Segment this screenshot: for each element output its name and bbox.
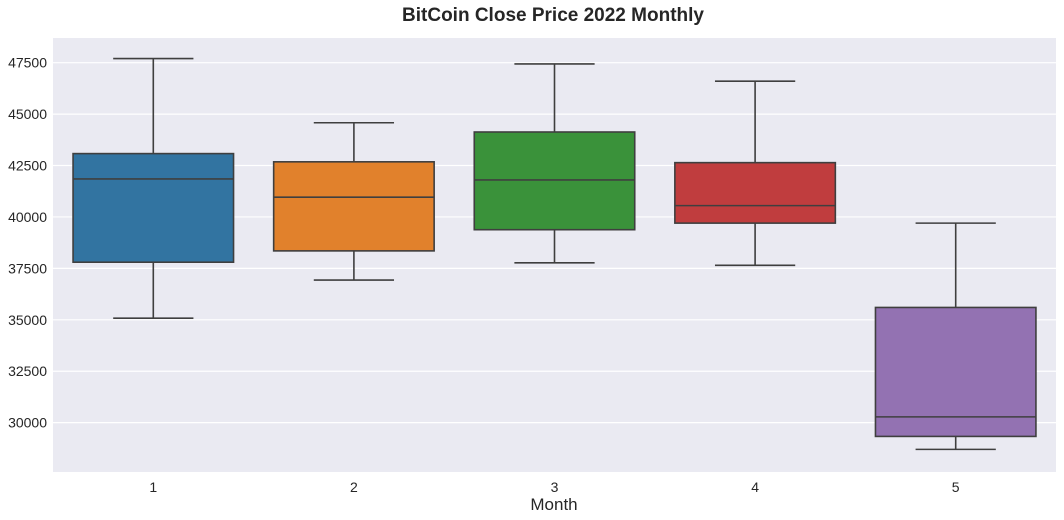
y-tick-label: 35000: [8, 312, 47, 328]
box-month-4: [674, 80, 837, 267]
x-axis-ticks: 1 2 3 4 5: [149, 479, 959, 495]
iqr-box: [473, 131, 636, 231]
box-month-2: [272, 121, 435, 281]
chart-title: BitCoin Close Price 2022 Monthly: [402, 5, 704, 26]
x-tick-label: 3: [551, 479, 559, 495]
y-axis-ticks: 30000 32500 35000 37500 40000 42500 45000 47500: [8, 55, 47, 431]
y-tick-label: 30000: [8, 415, 47, 431]
iqr-box: [674, 161, 837, 224]
boxes: [72, 57, 1037, 451]
x-axis-label: Month: [530, 495, 577, 514]
x-tick-label: 1: [149, 479, 157, 495]
y-tick-label: 42500: [8, 158, 47, 174]
box-month-5: [874, 222, 1037, 451]
box-month-3: [473, 63, 636, 264]
y-tick-label: 47500: [8, 55, 47, 71]
x-tick-label: 2: [350, 479, 358, 495]
iqr-box: [272, 161, 435, 252]
y-tick-label: 37500: [8, 260, 47, 276]
y-tick-label: 32500: [8, 363, 47, 379]
x-tick-label: 5: [952, 479, 960, 495]
y-tick-label: 45000: [8, 106, 47, 122]
x-tick-label: 4: [751, 479, 759, 495]
iqr-box: [72, 152, 235, 263]
y-tick-label: 40000: [8, 209, 47, 225]
box-month-1: [72, 57, 235, 319]
iqr-box: [874, 306, 1037, 438]
